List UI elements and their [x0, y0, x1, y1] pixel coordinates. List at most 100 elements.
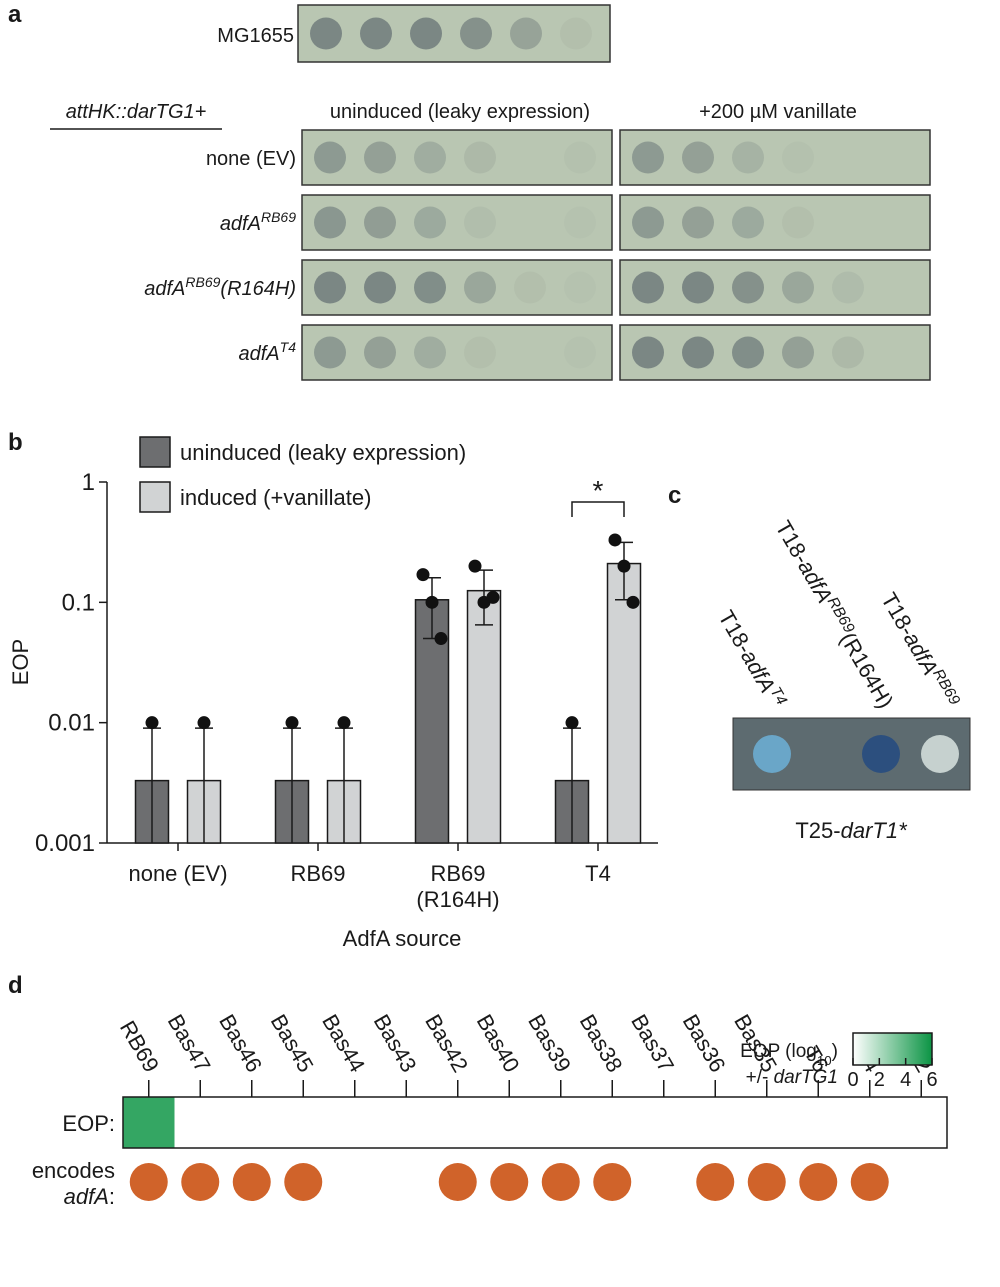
phage-spot: [410, 17, 442, 50]
phage-label: Bas40: [472, 1010, 525, 1077]
panel-label: d: [8, 972, 23, 999]
legend-label: uninduced (leaky expression): [180, 440, 466, 465]
phage-spot: [632, 336, 664, 369]
bar: [466, 589, 502, 844]
plate: [297, 4, 611, 63]
label-part: RB69: [930, 666, 964, 708]
phage-spot: [832, 336, 864, 369]
eop-cell: [123, 1097, 175, 1148]
replicate-point: [197, 716, 211, 730]
label-part: darT1*: [841, 818, 908, 843]
construct-header: attHK::darTG1+: [66, 101, 207, 123]
phage-label: Bas39: [523, 1010, 576, 1077]
eop-cell: [792, 1097, 844, 1148]
phage-spot: [782, 206, 814, 239]
eop-cell: [226, 1097, 278, 1148]
replicate-point: [425, 595, 439, 609]
phage-spot: [460, 17, 492, 50]
phage-label: Bas47: [163, 1010, 216, 1077]
phage-label: Bas44: [317, 1010, 370, 1077]
phage-spot: [782, 271, 814, 304]
eop-cell: [844, 1097, 896, 1148]
rich-label: none (EV): [206, 148, 296, 170]
phage-spot: [732, 271, 764, 304]
eop-cell: [741, 1097, 793, 1148]
adfA-dot: [593, 1163, 632, 1201]
condition-header: +200 µM vanillate: [699, 101, 857, 123]
rich-label: T18-adfAT4: [713, 605, 790, 712]
phage-label: Bas38: [575, 1010, 628, 1077]
row-label: EOP:: [62, 1111, 115, 1136]
plate: [301, 324, 613, 381]
replicate-point: [617, 559, 631, 573]
adfA-dot: [181, 1163, 220, 1201]
phage-label: Bas46: [214, 1010, 267, 1077]
eop-cell: [329, 1097, 381, 1148]
phage-spot: [464, 271, 496, 304]
adfA-dot: [129, 1163, 168, 1201]
replicate-point: [434, 632, 448, 646]
phage-spot: [364, 271, 396, 304]
phage-label: Bas43: [369, 1010, 422, 1077]
phage-label: RB69: [115, 1016, 164, 1076]
plate: [301, 129, 613, 186]
label-part: RB69: [185, 274, 220, 290]
rich-label: EOP (log10): [740, 1041, 838, 1068]
phage-spot: [314, 141, 346, 174]
replicate-point: [626, 595, 640, 609]
eop-cell: [483, 1097, 535, 1148]
phage-spot: [414, 206, 446, 239]
label-part: :: [109, 1184, 115, 1209]
replicate-point: [285, 716, 299, 730]
b2h-spot: [921, 735, 959, 773]
legend-label: induced (+vanillate): [180, 485, 371, 510]
label-part: none (EV): [206, 148, 296, 170]
label-part: T4: [280, 339, 297, 355]
phage-spot: [360, 17, 392, 50]
label-part: adfA: [220, 213, 261, 235]
phage-spot: [564, 336, 596, 369]
phage-spot: [510, 17, 542, 50]
plate: [619, 324, 931, 381]
colorbar-tick-label: 2: [874, 1069, 885, 1091]
phage-spot: [564, 206, 596, 239]
phage-spot: [682, 141, 714, 174]
adfA-dot: [541, 1163, 580, 1201]
replicate-point: [486, 590, 500, 604]
label-part: encodes: [32, 1158, 115, 1183]
label-part: adfA: [64, 1184, 109, 1209]
phage-spot: [414, 141, 446, 174]
x-tick-label: RB69: [290, 861, 346, 886]
b2h-spot: [753, 735, 791, 773]
x-axis-title: AdfA source: [343, 926, 462, 951]
eop-cell: [174, 1097, 226, 1148]
label-part: adfA: [144, 278, 185, 300]
phage-spot: [414, 271, 446, 304]
adfA-dot: [490, 1163, 529, 1201]
phage-spot: [632, 141, 664, 174]
phage-spot: [564, 271, 596, 304]
adfA-dot: [799, 1163, 838, 1201]
phage-spot: [414, 336, 446, 369]
adfA-dot: [696, 1163, 735, 1201]
phage-spot: [782, 336, 814, 369]
x-tick-label: T4: [585, 861, 611, 886]
phage-spot: [364, 206, 396, 239]
y-axis-title: EOP: [8, 639, 33, 685]
significance-label: *: [593, 475, 604, 506]
legend-swatch: [139, 481, 171, 513]
phage-spot: [314, 206, 346, 239]
y-tick-label: 0.01: [48, 710, 95, 737]
eop-cell: [586, 1097, 638, 1148]
y-tick-label: 1: [82, 469, 95, 496]
phage-spot: [514, 271, 546, 304]
phage-spot: [682, 271, 714, 304]
eop-cell: [535, 1097, 587, 1148]
label-part: +/-: [746, 1067, 774, 1088]
rich-label: adfARB69: [220, 209, 296, 235]
phage-spot: [310, 17, 342, 50]
strain-label: MG1655: [217, 25, 294, 47]
rich-label: T25-darT1*: [795, 818, 908, 843]
x-tick-label: none (EV): [128, 861, 228, 886]
